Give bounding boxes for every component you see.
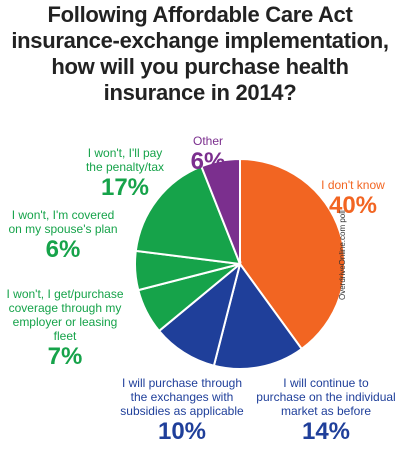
title-line: how will you purchase health — [51, 54, 349, 79]
title-line: insurance in 2014? — [103, 80, 297, 105]
slice-label: I will continue to purchase on the indivi… — [256, 376, 396, 446]
slice-label-line: I won't, I get/purchase — [6, 287, 124, 301]
slice-label-line: I will continue to — [283, 376, 369, 390]
poll-credit: OverdriveOnline.com poll — [338, 210, 347, 300]
slice-label: I won't, I get/purchase coverage through … — [0, 287, 130, 371]
pie-slice — [239, 157, 346, 351]
slice-percent: 40% — [328, 192, 378, 219]
slice-label-line: subsidies as applicable — [120, 404, 244, 418]
slice-percent: 7% — [47, 343, 83, 370]
slice-label-line: the penalty/tax — [85, 160, 165, 174]
slice-percent: 17% — [100, 174, 150, 201]
slice-label: I won't, I'm covered on my spouse's plan 6… — [0, 208, 126, 264]
slice-label-line: market as before — [280, 404, 372, 418]
slice-percent: 6% — [45, 236, 81, 263]
pie-slice — [134, 165, 242, 266]
slice-percent: 10% — [157, 418, 207, 445]
slice-label: I won't, I'll pay the penalty/tax 17% — [70, 146, 180, 202]
slice-label-line: I won't, I'll pay — [87, 146, 163, 160]
slice-percent: 6% — [190, 148, 226, 175]
slice-label-line: coverage through my — [8, 301, 122, 315]
title-line: insurance-exchange implementation, — [11, 28, 389, 53]
pie-slice — [200, 157, 241, 265]
slice-label-line: employer or leasing fleet — [12, 315, 118, 343]
slice-label: I will purchase through the exchanges wit… — [112, 376, 252, 446]
slice-label-line: on my spouse's plan — [8, 222, 118, 236]
title-line: Following Affordable Care Act — [47, 2, 353, 27]
slice-label-line: the exchanges with — [130, 390, 234, 404]
slice-label: Other 6% — [176, 134, 240, 176]
slice-label-line: Other — [192, 134, 223, 148]
slice-label: I don't know 40% — [306, 178, 400, 220]
slice-percent: 14% — [301, 418, 351, 445]
slice-label-line: I won't, I'm covered — [11, 208, 115, 222]
slice-label-line: purchase on the individual — [256, 390, 396, 404]
slice-label-line: I don't know — [321, 178, 385, 192]
chart-title: Following Affordable Care Act insurance-… — [0, 2, 400, 106]
slice-label-line: I will purchase through — [121, 376, 243, 390]
pie-slice — [212, 261, 304, 370]
